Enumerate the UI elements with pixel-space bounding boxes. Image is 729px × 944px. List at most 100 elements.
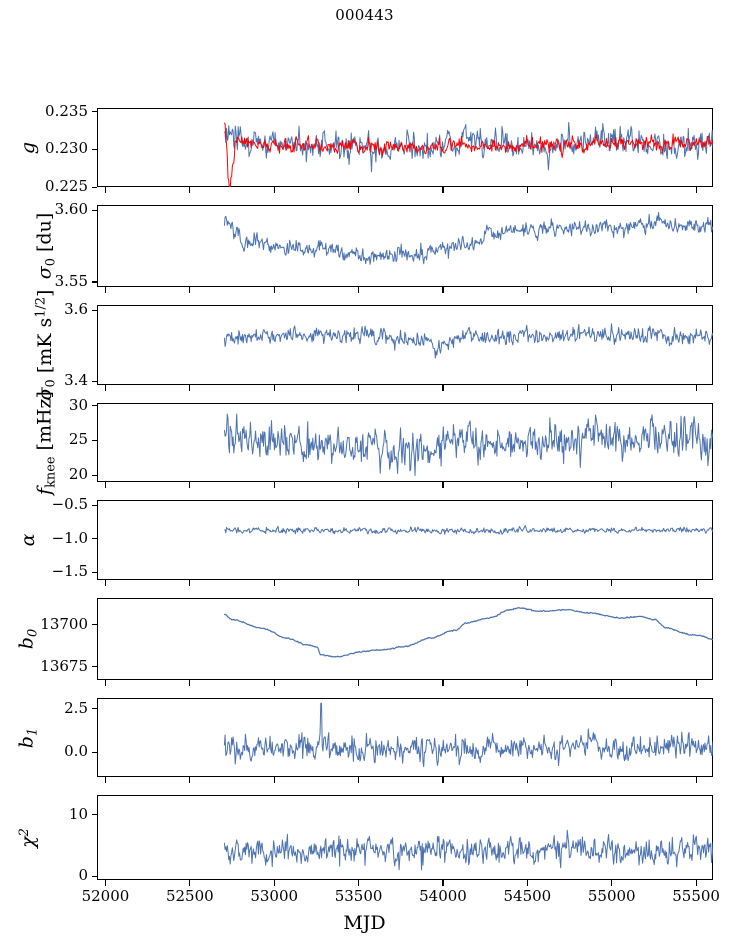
x-tick-mark <box>189 777 191 783</box>
x-tick-mark <box>442 287 444 293</box>
x-tick-mark <box>526 482 528 488</box>
series-line-sigma0-mK <box>223 323 713 359</box>
y-axis-label-fknee: fknee [mHz] <box>33 390 59 495</box>
y-tick-mark <box>91 209 97 211</box>
x-tick-mark <box>695 680 697 686</box>
x-tick-label: 55000 <box>587 887 636 905</box>
y-tick-mark <box>91 439 97 441</box>
x-tick-mark <box>104 580 107 586</box>
x-tick-mark <box>695 187 697 193</box>
y-tick-label: 30 <box>68 395 88 414</box>
x-tick-mark <box>358 482 360 488</box>
y-tick-mark <box>91 814 97 816</box>
x-tick-mark <box>273 482 275 488</box>
y-tick-label: 13675 <box>40 656 88 675</box>
y-tick-mark <box>91 281 97 283</box>
x-tick-mark <box>273 680 275 686</box>
y-tick-mark <box>91 474 97 476</box>
x-tick-mark <box>695 777 697 783</box>
y-tick-label: 0.235 <box>45 101 88 120</box>
x-tick-mark <box>189 385 191 391</box>
x-tick-label: 53000 <box>250 887 299 905</box>
y-tick-label: 2.5 <box>64 698 88 717</box>
plot-panel-sigma0-du <box>97 205 713 287</box>
series-canvas <box>223 211 713 265</box>
x-tick-label: 52000 <box>81 887 130 905</box>
y-tick-label: 0.0 <box>64 742 88 761</box>
x-axis-label: MJD <box>343 912 386 934</box>
y-axis-label-sigma0-mK: σ0 [mK s1/2] <box>33 289 59 401</box>
axes-frame <box>97 305 713 385</box>
axes-frame <box>97 500 713 580</box>
x-tick-mark <box>189 482 191 488</box>
y-tick-mark <box>91 309 97 311</box>
x-tick-mark <box>526 880 528 886</box>
x-tick-mark <box>442 777 444 783</box>
x-tick-mark <box>695 580 697 586</box>
series-canvas <box>224 525 713 535</box>
y-axis-label-alpha: α <box>17 533 39 547</box>
x-tick-mark <box>526 777 528 783</box>
x-tick-mark <box>358 680 360 686</box>
x-tick-mark <box>611 187 613 193</box>
x-tick-mark <box>442 880 444 886</box>
x-tick-mark <box>104 187 107 193</box>
y-axis-label-g-blue: g <box>17 141 39 154</box>
x-tick-mark <box>104 777 107 783</box>
x-tick-mark <box>611 880 613 886</box>
y-tick-mark <box>91 571 97 573</box>
y-tick-label: 3.4 <box>64 371 88 390</box>
series-line-alpha <box>224 525 713 535</box>
y-tick-label: 0 <box>78 866 88 885</box>
x-tick-mark <box>695 482 697 488</box>
x-tick-mark <box>695 287 697 293</box>
y-tick-mark <box>91 111 97 113</box>
x-tick-mark <box>695 880 697 886</box>
y-tick-mark <box>91 186 97 188</box>
x-tick-mark <box>611 482 613 488</box>
y-tick-mark <box>91 538 97 540</box>
plot-panel-sigma0-mK <box>97 305 713 385</box>
x-tick-mark <box>273 580 275 586</box>
y-tick-label: 25 <box>68 430 88 449</box>
series-line-b0 <box>223 606 713 658</box>
x-tick-mark <box>189 880 191 886</box>
x-tick-mark <box>526 680 528 686</box>
y-tick-mark <box>91 380 97 383</box>
y-tick-label: 0.225 <box>45 177 88 195</box>
series-line-chi2 <box>223 829 713 871</box>
y-tick-mark <box>91 504 97 506</box>
axes-frame <box>97 795 713 880</box>
y-tick-label: 20 <box>68 465 88 484</box>
y-tick-mark <box>91 666 97 668</box>
x-tick-mark <box>442 680 444 686</box>
x-tick-mark <box>104 680 107 686</box>
x-tick-mark <box>611 287 613 293</box>
plot-panel-chi2 <box>97 795 713 880</box>
x-tick-label: 54000 <box>419 887 467 905</box>
x-tick-mark <box>358 187 360 193</box>
x-tick-mark <box>189 680 191 686</box>
y-tick-mark <box>91 875 97 877</box>
plot-panel-fknee <box>97 403 713 482</box>
x-tick-mark <box>526 385 528 391</box>
x-tick-mark <box>611 580 613 586</box>
y-axis-label-b0: b0 <box>15 628 41 650</box>
x-tick-mark <box>273 385 275 391</box>
plot-panel-g-blue <box>97 108 713 187</box>
y-axis-label-b1: b1 <box>15 727 41 748</box>
x-tick-mark <box>442 385 444 391</box>
series-line-sigma0-du <box>223 211 713 265</box>
x-tick-label: 52500 <box>165 887 214 905</box>
series-canvas <box>223 829 713 871</box>
series-canvas <box>223 702 713 768</box>
figure-title: 000443 <box>335 6 394 24</box>
y-tick-mark <box>91 405 97 407</box>
series-canvas <box>223 323 713 359</box>
x-tick-mark <box>611 680 613 686</box>
x-tick-label: 53500 <box>334 887 383 905</box>
y-tick-label: 10 <box>68 804 88 823</box>
y-tick-label: −1.0 <box>51 528 88 547</box>
y-tick-label: 3.55 <box>54 271 88 290</box>
